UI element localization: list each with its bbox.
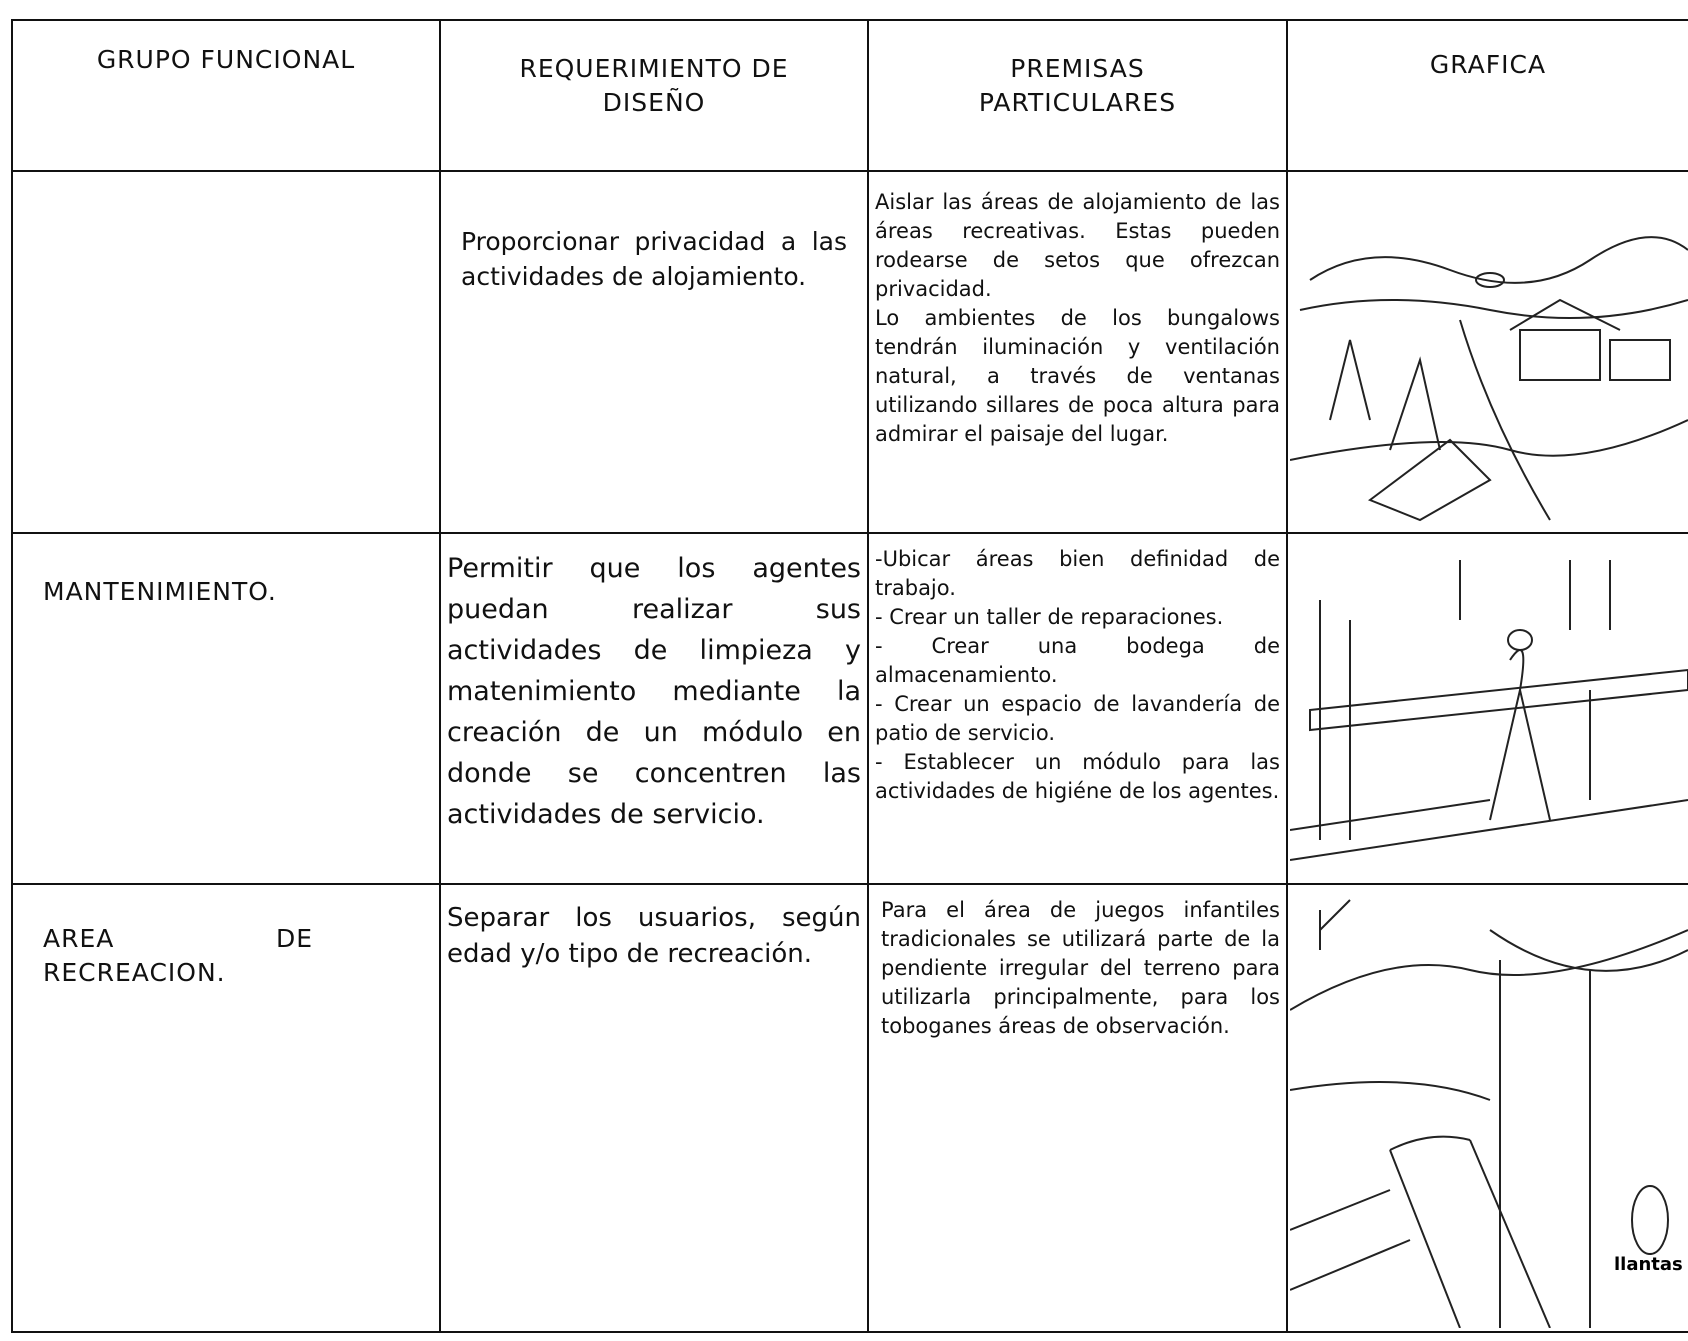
sketch-bungalows — [1290, 236, 1688, 522]
premise: Lo ambientes de los bungalows tendrán il… — [875, 306, 1280, 446]
premise: Para el área de juegos infantiles tradic… — [881, 898, 1280, 1038]
header-cell: GRUPO FUNCIONAL — [96, 45, 356, 74]
sketch-playground: llantas — [1290, 899, 1688, 1328]
requirement: Permitir que los agentes puedan realizar… — [447, 553, 861, 830]
header-cell: PREMISAS PARTICULARES — [978, 54, 1177, 117]
premise: - Crear una bodega de almacenamiento. — [875, 634, 1280, 687]
rule — [11, 1331, 1688, 1333]
premises: Para el área de juegos infantiles tradic… — [869, 896, 1286, 1041]
rule — [439, 19, 441, 1333]
sketch-label: llantas — [1614, 1254, 1683, 1275]
rule — [11, 170, 1688, 172]
requirement: Proporcionar privacidad a las actividade… — [461, 227, 847, 291]
premises: -Ubicar áreas bien definidad de trabajo.… — [869, 545, 1286, 806]
premise: -Ubicar áreas bien definidad de trabajo. — [875, 547, 1280, 600]
rule — [11, 19, 13, 1333]
premise: - Crear un espacio de lavandería de pati… — [875, 692, 1280, 745]
premises: Aislar las áreas de alojamiento de las á… — [869, 188, 1286, 449]
rule — [11, 883, 1688, 885]
premise: Aislar las áreas de alojamiento de las á… — [875, 190, 1280, 301]
sketch-workshop — [1290, 560, 1688, 861]
rule — [867, 19, 869, 1333]
rule — [11, 19, 1688, 21]
premise: - Establecer un módulo para las activida… — [875, 750, 1280, 803]
requirement: Separar los usuarios, según edad y/o tip… — [447, 903, 861, 969]
rule — [1286, 19, 1288, 1333]
group: AREA DE RECREACION. — [43, 924, 313, 987]
rule — [11, 532, 1688, 534]
header-cell: REQUERIMIENTO DE DISEÑO — [519, 54, 789, 117]
group: MANTENIMIENTO. — [43, 577, 277, 606]
header-cell: GRAFICA — [1429, 50, 1547, 79]
premise: - Crear un taller de reparaciones. — [875, 605, 1224, 629]
